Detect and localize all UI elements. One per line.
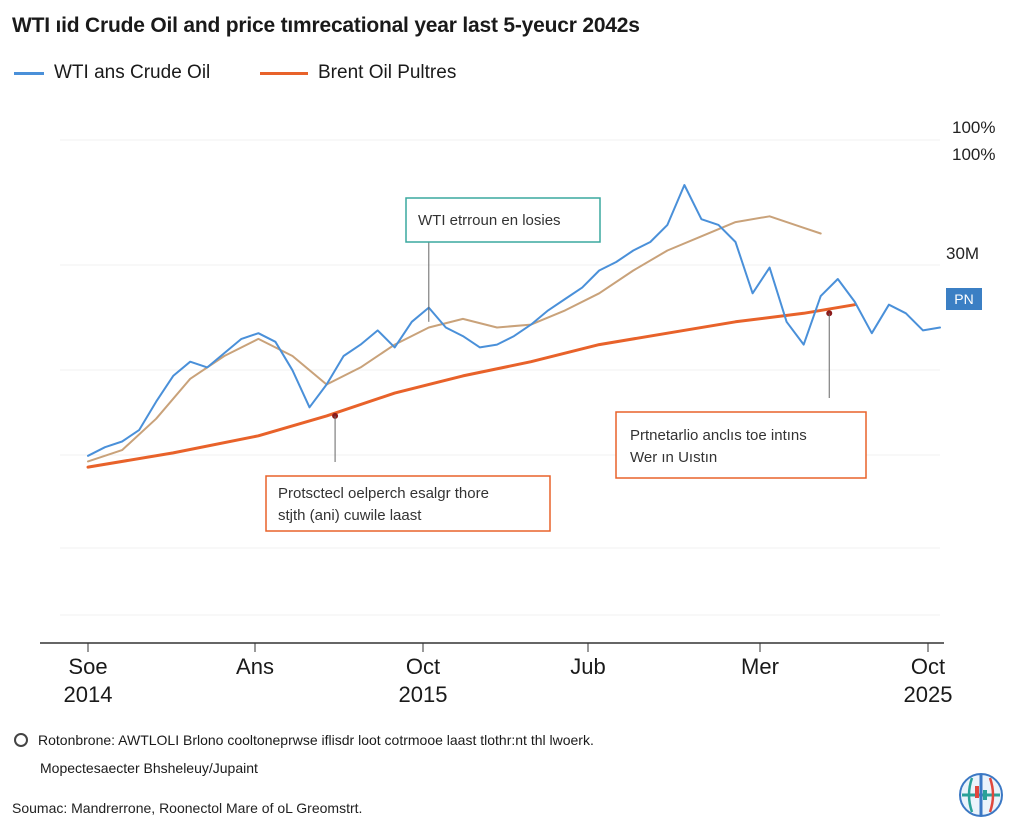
annotation-box [405,197,601,243]
footnote: Rotonbrone: AWTLOLI Brlono cooltoneprwse… [14,732,594,748]
x-tick-label: Mer [741,654,779,679]
x-tick-label: Soe [68,654,107,679]
source-note: Soumac: Mandrerrone, Roonectol Mare of o… [12,800,363,816]
series-layer [86,184,941,469]
annotation-box [615,411,867,479]
annotation-text: Wer ın Uıstın [630,449,717,466]
footnote-text: Rotonbrone: AWTLOLI Brlono cooltoneprwse… [38,732,594,748]
right-axis-labels: 100% 100% 30M PN [946,118,995,310]
x-tick-label: Oct [911,654,945,679]
legend: WTI ans Crude Oil Brent Oil Pultres [10,62,570,90]
end-value-badge [946,288,982,310]
legend-label-brent: Brent Oil Pultres [318,62,457,83]
legend-item-wti: WTI ans Crude Oil [14,62,210,84]
annotation-text: stjth (ani) cuwile laast [278,507,422,524]
circle-outline-icon [14,733,28,747]
x-tick-label-year: 2025 [904,682,953,707]
x-tick-label-year: 2015 [399,682,448,707]
globe-logo-icon [959,773,1003,817]
annotation-box [265,475,551,532]
x-tick-label-year: 2014 [64,682,113,707]
series-line-2 [86,303,857,469]
x-tick-label: Ans [236,654,274,679]
annotation-layer: WTI etrroun en losies Protsctecl oelperch… [265,197,867,532]
annotation-text: Prtnetarlio anclıs toe intıns [630,427,807,444]
x-tick-label: Jub [570,654,605,679]
annotation-text: WTI etrroun en losies [418,212,561,229]
legend-item-brent: Brent Oil Pultres [260,62,456,84]
line-swatch-icon [260,71,308,75]
footnote-subtext: Mopectesaecter Bhsheleuy/Jupaint [40,760,258,776]
right-axis-label: 100% [952,145,995,164]
x-axis-ticks: Soe 2014 Ans Oct 2015 Jub Mer Oct 2025 [64,643,953,707]
chart-title: WTI ıid Crude Oil and price tımrecationa… [12,14,640,37]
series-line-0 [87,184,941,457]
right-axis-label: 30M [946,244,979,263]
gridlines [60,139,940,616]
x-tick-label: Oct [406,654,440,679]
line-swatch-icon [14,71,44,75]
annotation-text: Protsctecl oelperch esalgr thore [278,485,489,502]
legend-label-wti: WTI ans Crude Oil [54,62,211,83]
end-value-badge-text: PN [954,291,973,307]
right-axis-label: 100% [952,118,995,137]
